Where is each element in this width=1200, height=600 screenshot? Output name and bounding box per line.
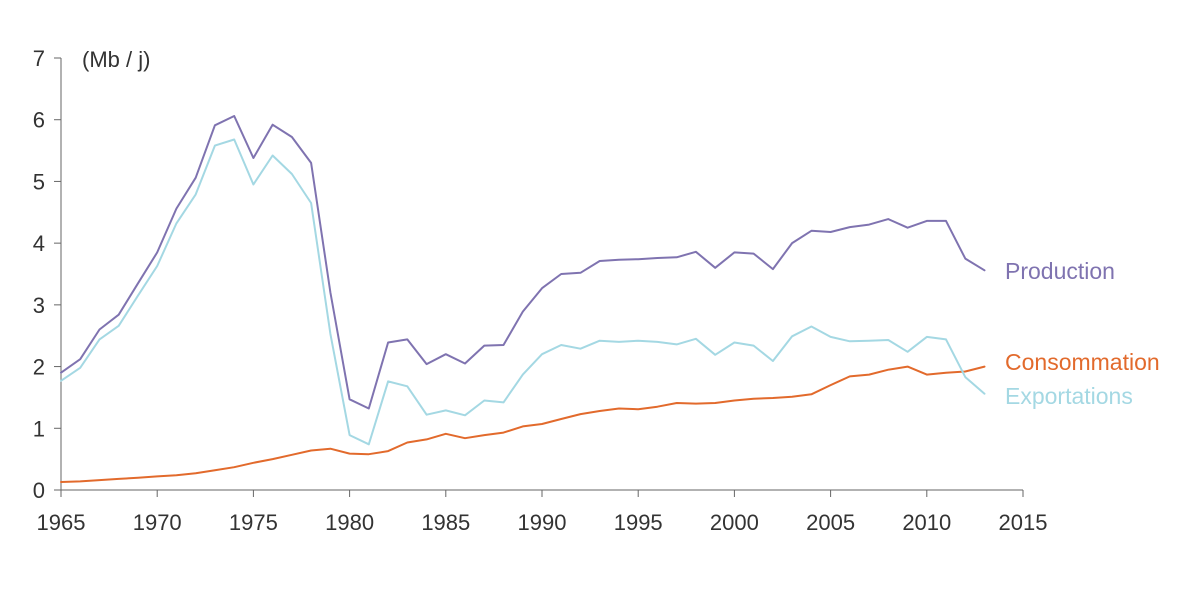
y-tick-label: 7 [33,46,45,71]
x-tick-label: 1970 [133,510,182,535]
y-ticks: 0 1 2 3 4 5 6 7 [33,46,61,503]
series-label-exportations: Exportations [1005,383,1133,409]
x-tick-label: 1990 [518,510,567,535]
x-tick-label: 1975 [229,510,278,535]
series-group [60,115,986,483]
series-labels: Production Consommation Exportations [1005,258,1160,409]
x-tick-label: 2005 [806,510,855,535]
y-unit-label: (Mb / j) [82,47,150,72]
x-tick-label: 2015 [999,510,1048,535]
series-label-consommation: Consommation [1005,349,1160,375]
y-tick-label: 3 [33,293,45,318]
axes: 0 1 2 3 4 5 6 7 1965 1970 1975 1980 1985 1990 1995 200… [33,46,1048,535]
x-ticks: 1965 1970 1975 1980 1985 1990 1995 2000 2005 2010… [37,490,1048,535]
y-tick-label: 4 [33,231,45,256]
x-tick-label: 1965 [37,510,86,535]
series-line-consommation [60,365,986,483]
x-tick-label: 1985 [421,510,470,535]
series-label-production: Production [1005,258,1115,284]
series-line-exportations [60,138,986,446]
x-tick-label: 2010 [902,510,951,535]
y-tick-label: 1 [33,416,45,441]
x-tick-label: 1980 [325,510,374,535]
series-line-production [60,115,986,410]
y-tick-label: 5 [33,169,45,194]
y-tick-label: 0 [33,478,45,503]
y-tick-label: 6 [33,108,45,133]
x-tick-label: 2000 [710,510,759,535]
x-tick-label: 1995 [614,510,663,535]
y-tick-label: 2 [33,355,45,380]
